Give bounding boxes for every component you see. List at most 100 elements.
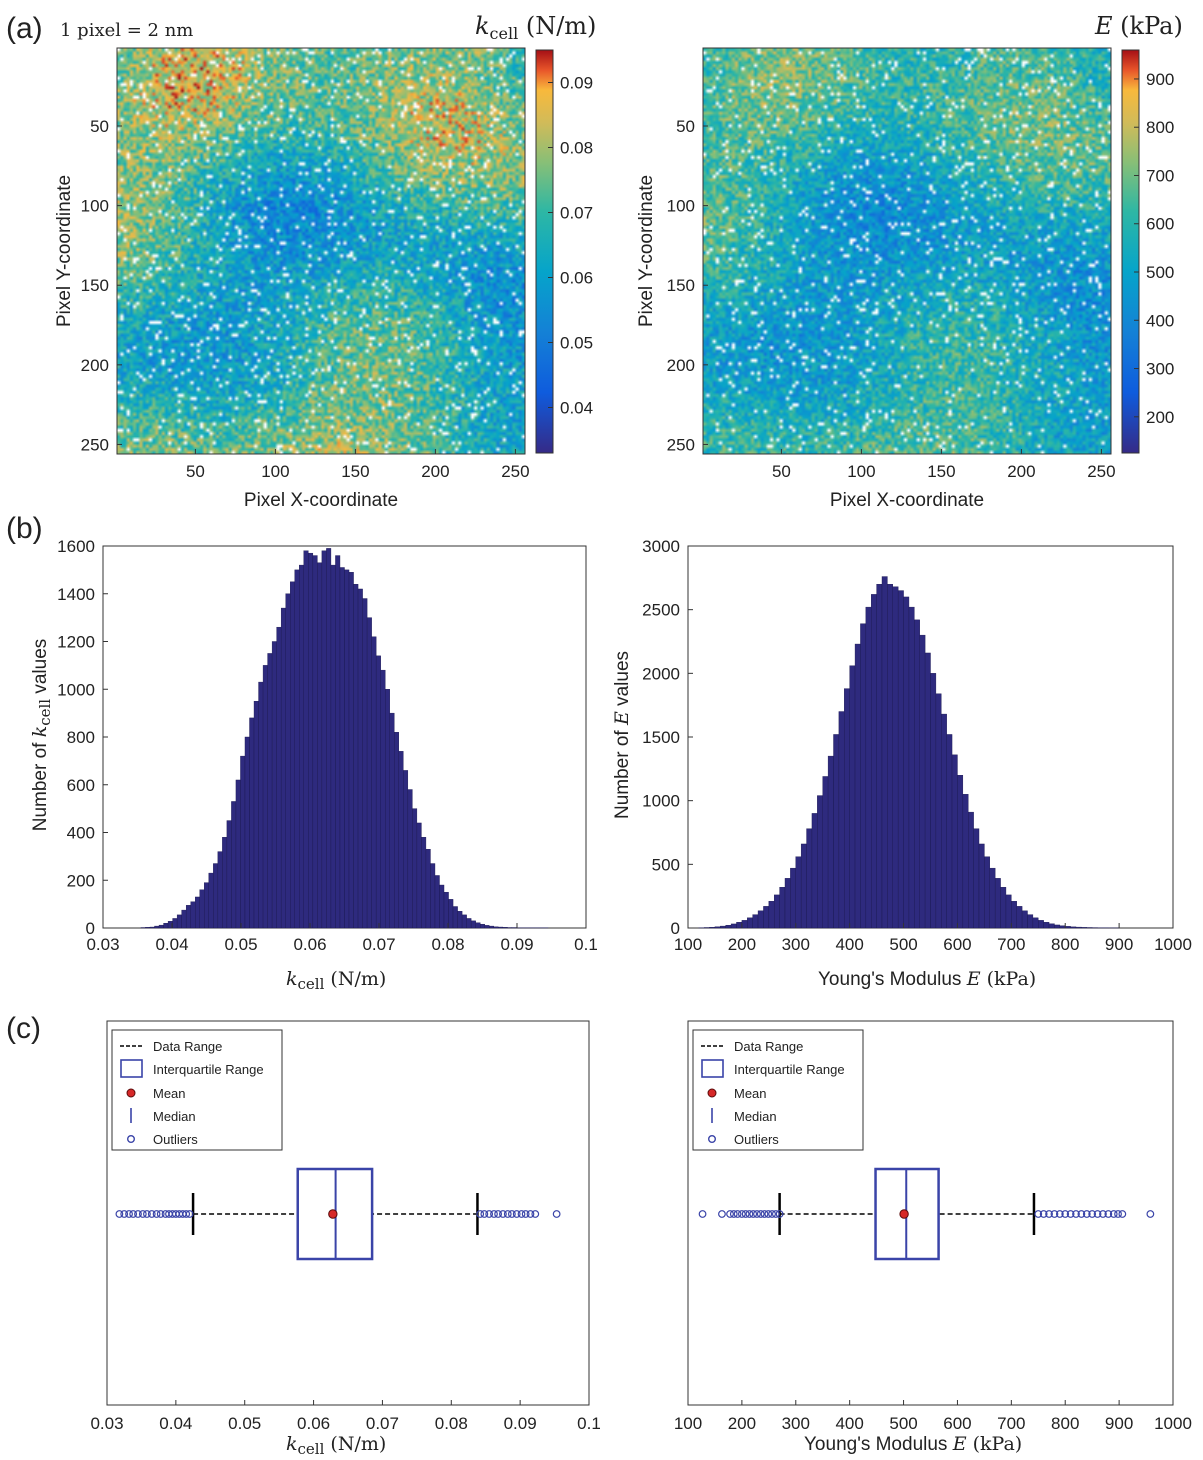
y-tick-label: 400 [67, 824, 95, 843]
outlier-point [120, 1210, 129, 1218]
x-tick-label: 800 [1051, 1414, 1079, 1433]
heatmap-E-ticks: 50 100 150 200 250 50 100 150 200 250 [667, 117, 1116, 481]
histogram-bar [1086, 927, 1093, 929]
outlier-point [552, 1210, 561, 1218]
heatmap-x-tick-label: 200 [421, 462, 449, 481]
histogram-bar [806, 828, 813, 929]
histogram-bar [930, 673, 937, 929]
histogram-bar [213, 863, 219, 929]
histogram-bar [978, 843, 985, 929]
histogram-bar [768, 901, 775, 929]
x-tick-label: 500 [889, 935, 917, 954]
histogram-k-bars [140, 548, 549, 929]
panel-label-c: (c) [6, 1012, 41, 1045]
y-tick-label: 500 [652, 855, 680, 874]
heatmap-x-tick-label: 50 [772, 462, 791, 481]
outlier-point [125, 1210, 133, 1218]
histogram-bar [199, 889, 205, 929]
histogram-bar [226, 820, 232, 929]
colorbar-tick-label: 0.06 [560, 269, 593, 288]
x-tick-label: 700 [997, 1414, 1025, 1433]
histogram-bar [741, 920, 748, 929]
histogram-k-xlabel: kcell (N/m) [286, 968, 386, 993]
histogram-bar [448, 899, 454, 929]
histogram-bar [181, 909, 187, 929]
outlier-point [143, 1210, 151, 1218]
histogram-bar [353, 584, 359, 929]
histogram-bar [434, 875, 440, 929]
histogram-bar [914, 619, 920, 929]
histogram-bar [1081, 927, 1087, 929]
outlier-point [1114, 1210, 1122, 1218]
histogram-bar [951, 754, 958, 929]
histogram-bar [784, 878, 791, 929]
histogram-bar [1027, 914, 1034, 929]
x-tick-label: 0.1 [577, 1414, 601, 1433]
histogram-bar [280, 607, 286, 929]
colorbar-E-ticks: 200 300 400 500 600 700 800 900 [1134, 70, 1174, 427]
outlier-point [756, 1210, 765, 1218]
colorbar-tick-label: 800 [1146, 118, 1174, 137]
outlier-point [753, 1210, 761, 1218]
histogram-bar [736, 922, 743, 929]
outlier-point [156, 1210, 165, 1218]
histogram-bar [403, 770, 409, 929]
boxplot-E-elements [698, 1167, 1155, 1261]
x-tick-label: 600 [943, 1414, 971, 1433]
histogram-bar [844, 688, 850, 929]
heatmap-x-tick-label: 100 [847, 462, 875, 481]
histogram-bar [720, 925, 726, 929]
histogram-bar [204, 882, 210, 929]
outlier-point [733, 1210, 742, 1218]
outlier-point [182, 1210, 191, 1218]
histogram-bar [185, 905, 191, 929]
heatmap-y-tick-label: 50 [676, 117, 695, 136]
y-tick-label: 1500 [642, 728, 680, 747]
histogram-E-bars [698, 576, 1120, 929]
histogram-bar [968, 811, 974, 929]
histogram-bar [1059, 925, 1066, 929]
histogram-bar [498, 926, 504, 929]
heatmap-E-xlabel: Pixel X-coordinate [830, 490, 984, 511]
outlier-point [749, 1210, 758, 1218]
outlier-point [1146, 1210, 1155, 1218]
histogram-bar [838, 711, 845, 929]
histogram-bar [800, 843, 807, 929]
x-tick-label: 400 [835, 1414, 863, 1433]
histogram-bar [222, 837, 228, 929]
histogram-bar [774, 894, 780, 929]
histogram-bar [865, 606, 872, 929]
heatmap-E-frame [702, 47, 1112, 455]
panel-label-b: (b) [6, 512, 43, 545]
y-tick-label: 3000 [642, 537, 680, 556]
outlier-point [764, 1210, 773, 1218]
histogram-bar [217, 851, 223, 929]
histogram-bar [371, 636, 377, 929]
histogram-bar [919, 634, 926, 929]
y-tick-label: 1000 [57, 680, 95, 699]
histogram-bar [887, 584, 893, 929]
histogram-bar [195, 896, 200, 929]
histogram-bar [294, 569, 300, 929]
y-tick-label: 1600 [57, 537, 95, 556]
colorbar-tick-label: 300 [1146, 360, 1174, 379]
heatmap-k-ylabel: Pixel Y-coordinate [54, 175, 75, 327]
colorbar-E [1121, 49, 1140, 454]
histogram-bar [176, 914, 182, 929]
histogram-bar [994, 878, 1001, 929]
histogram-bar [827, 755, 834, 929]
histogram-bar [326, 548, 332, 929]
heatmap-y-tick-label: 200 [667, 356, 695, 375]
legend-label: Interquartile Range [153, 1062, 264, 1077]
heatmap-x-tick-label: 250 [1087, 462, 1115, 481]
x-tick-label: 1000 [1154, 1414, 1192, 1433]
histogram-bar [881, 576, 888, 929]
outlier-point [760, 1210, 769, 1218]
outlier-point [1099, 1210, 1107, 1218]
outlier-point [147, 1210, 156, 1218]
legend-box [111, 1029, 283, 1151]
legend-label: Mean [153, 1086, 186, 1101]
panel-label-a: (a) [6, 12, 43, 45]
histogram-bar [321, 550, 327, 929]
